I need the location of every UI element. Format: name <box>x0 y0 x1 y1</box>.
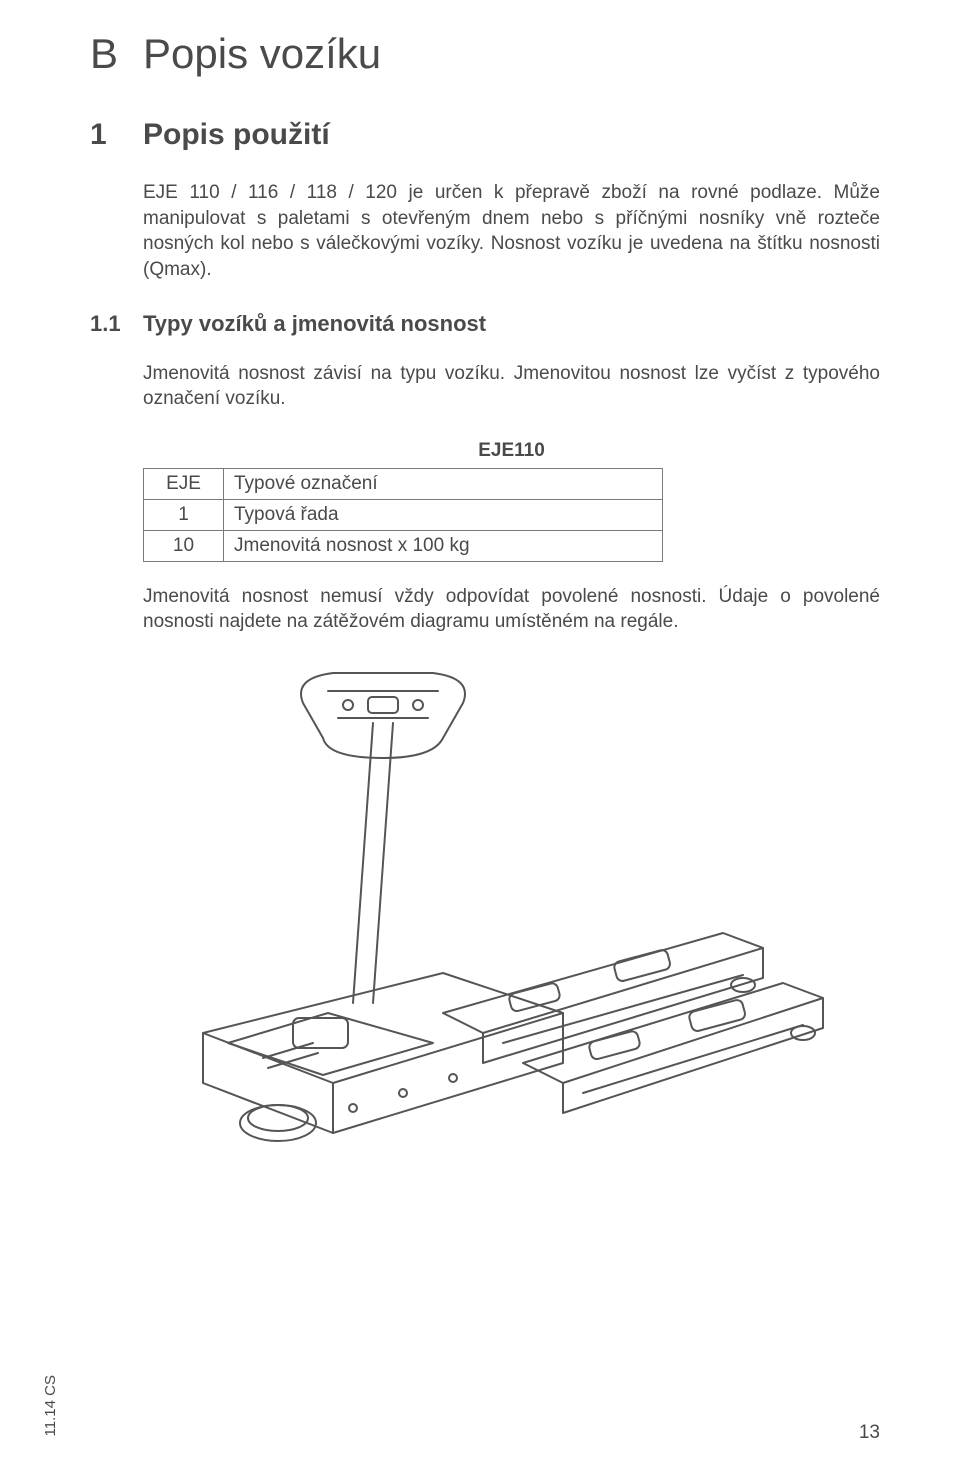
footer-revision: 11.14 CS <box>42 1375 59 1436</box>
table-cell: Jmenovitá nosnost x 100 kg <box>224 530 663 561</box>
table-row: EJE Typové označení <box>144 468 663 499</box>
subsection-11-number: 1.1 <box>90 311 125 337</box>
table-caption: EJE110 <box>143 440 880 462</box>
table-cell: Typová řada <box>224 499 663 530</box>
pallet-truck-svg <box>143 663 843 1223</box>
section-1-number: 1 <box>90 118 118 152</box>
type-designation-table: EJE Typové označení 1 Typová řada 10 Jme… <box>143 468 663 562</box>
subsection-11-paragraph: Jmenovitá nosnost závisí na typu vozíku.… <box>143 361 880 412</box>
table-cell: EJE <box>144 468 224 499</box>
table-cell: 10 <box>144 530 224 561</box>
table-cell: 1 <box>144 499 224 530</box>
table-row: 1 Typová řada <box>144 499 663 530</box>
chapter-title: Popis vozíku <box>143 30 381 78</box>
subsection-11-heading-row: 1.1 Typy vozíků a jmenovitá nosnost <box>90 311 880 337</box>
note-paragraph: Jmenovitá nosnost nemusí vždy odpovídat … <box>143 584 880 635</box>
section-1-heading: Popis použití <box>143 118 330 152</box>
chapter-letter: B <box>90 30 118 78</box>
type-designation-table-block: EJE110 EJE Typové označení 1 Typová řada… <box>143 440 880 562</box>
table-cell: Typové označení <box>224 468 663 499</box>
pallet-truck-illustration <box>143 663 880 1228</box>
page-number: 13 <box>859 1422 880 1444</box>
section-1-paragraph: EJE 110 / 116 / 118 / 120 je určen k pře… <box>143 180 880 283</box>
table-row: 10 Jmenovitá nosnost x 100 kg <box>144 530 663 561</box>
page-title-row: B Popis vozíku <box>90 30 880 78</box>
section-1-heading-row: 1 Popis použití <box>90 118 880 152</box>
subsection-11-heading: Typy vozíků a jmenovitá nosnost <box>143 311 486 337</box>
